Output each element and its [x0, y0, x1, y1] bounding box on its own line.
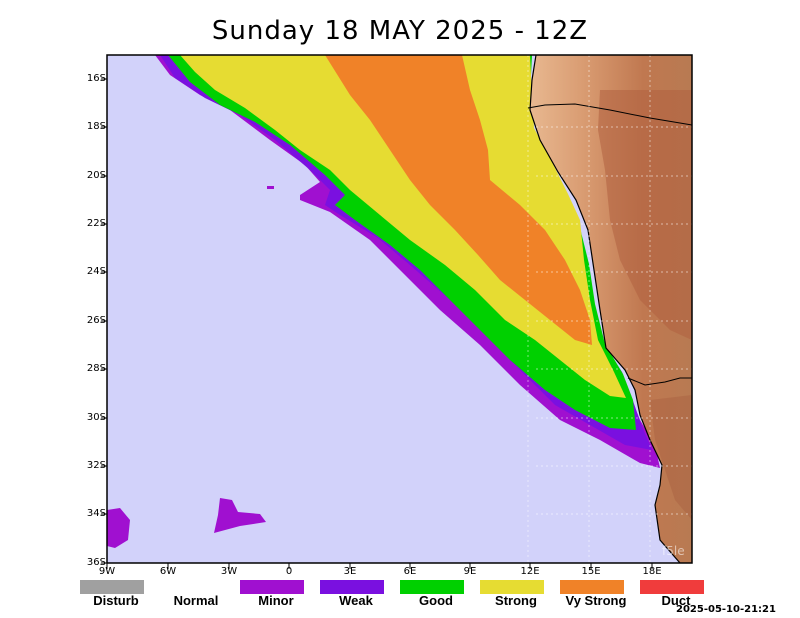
x-label: 12E	[520, 566, 540, 577]
legend-label-normal: Normal	[173, 593, 219, 608]
y-label: 28S	[86, 363, 106, 374]
legend-swatch-weak	[320, 580, 384, 594]
legend-label-duct: Duct	[661, 593, 691, 608]
y-label: 36S	[86, 557, 106, 568]
grid-lines	[527, 55, 692, 563]
legend-swatch-vy-strong	[560, 580, 624, 594]
map-frame	[106, 54, 693, 564]
x-label: 6W	[159, 566, 177, 577]
axis-ticks	[101, 78, 653, 569]
border-angola-namibia	[527, 103, 692, 126]
legend-swatch-minor	[240, 580, 304, 594]
legend-swatch-strong	[480, 580, 544, 594]
legend-swatch-duct	[640, 580, 704, 594]
legend-label-minor: Minor	[258, 593, 294, 608]
weak-blob-small	[267, 186, 274, 189]
legend-label-weak: Weak	[339, 593, 373, 608]
timestamp: 2025-05-10-21:21	[676, 604, 776, 615]
map-title: Sunday 18 MAY 2025 - 12Z	[211, 16, 589, 46]
legend-label-good: Good	[419, 593, 453, 608]
highland-south	[650, 395, 692, 520]
legend-label-strong: Strong	[495, 593, 537, 608]
y-label: 30S	[86, 412, 106, 423]
x-label: 3W	[220, 566, 238, 577]
y-label: 18S	[86, 121, 106, 132]
legend-label-vy-strong: Vy Strong	[565, 593, 627, 608]
x-label: 18E	[642, 566, 662, 577]
weak-blob-south-2	[214, 498, 266, 533]
highland-area	[598, 90, 692, 340]
y-label: 34S	[86, 508, 106, 519]
x-label: 3E	[343, 566, 357, 577]
x-label: 9E	[463, 566, 477, 577]
watermark: f5le	[662, 544, 685, 558]
weak-blob-south	[107, 508, 130, 548]
y-label: 22S	[86, 218, 106, 229]
y-label: 16S	[86, 73, 106, 84]
x-label: 15E	[581, 566, 601, 577]
legend-swatch-normal	[160, 580, 224, 594]
legend-swatch-good	[400, 580, 464, 594]
x-label: 0	[285, 566, 293, 577]
y-label: 26S	[86, 315, 106, 326]
coastline	[529, 55, 681, 563]
border-namibia-sa	[627, 377, 692, 386]
legend-swatch-disturb	[80, 580, 144, 594]
y-label: 32S	[86, 460, 106, 471]
x-label: 6E	[403, 566, 417, 577]
y-label: 24S	[86, 266, 106, 277]
vy-strong-band	[325, 55, 592, 345]
legend-label-disturb: Disturb	[93, 593, 139, 608]
y-label: 20S	[86, 170, 106, 181]
x-label: 9W	[98, 566, 116, 577]
strong-band	[180, 55, 626, 398]
